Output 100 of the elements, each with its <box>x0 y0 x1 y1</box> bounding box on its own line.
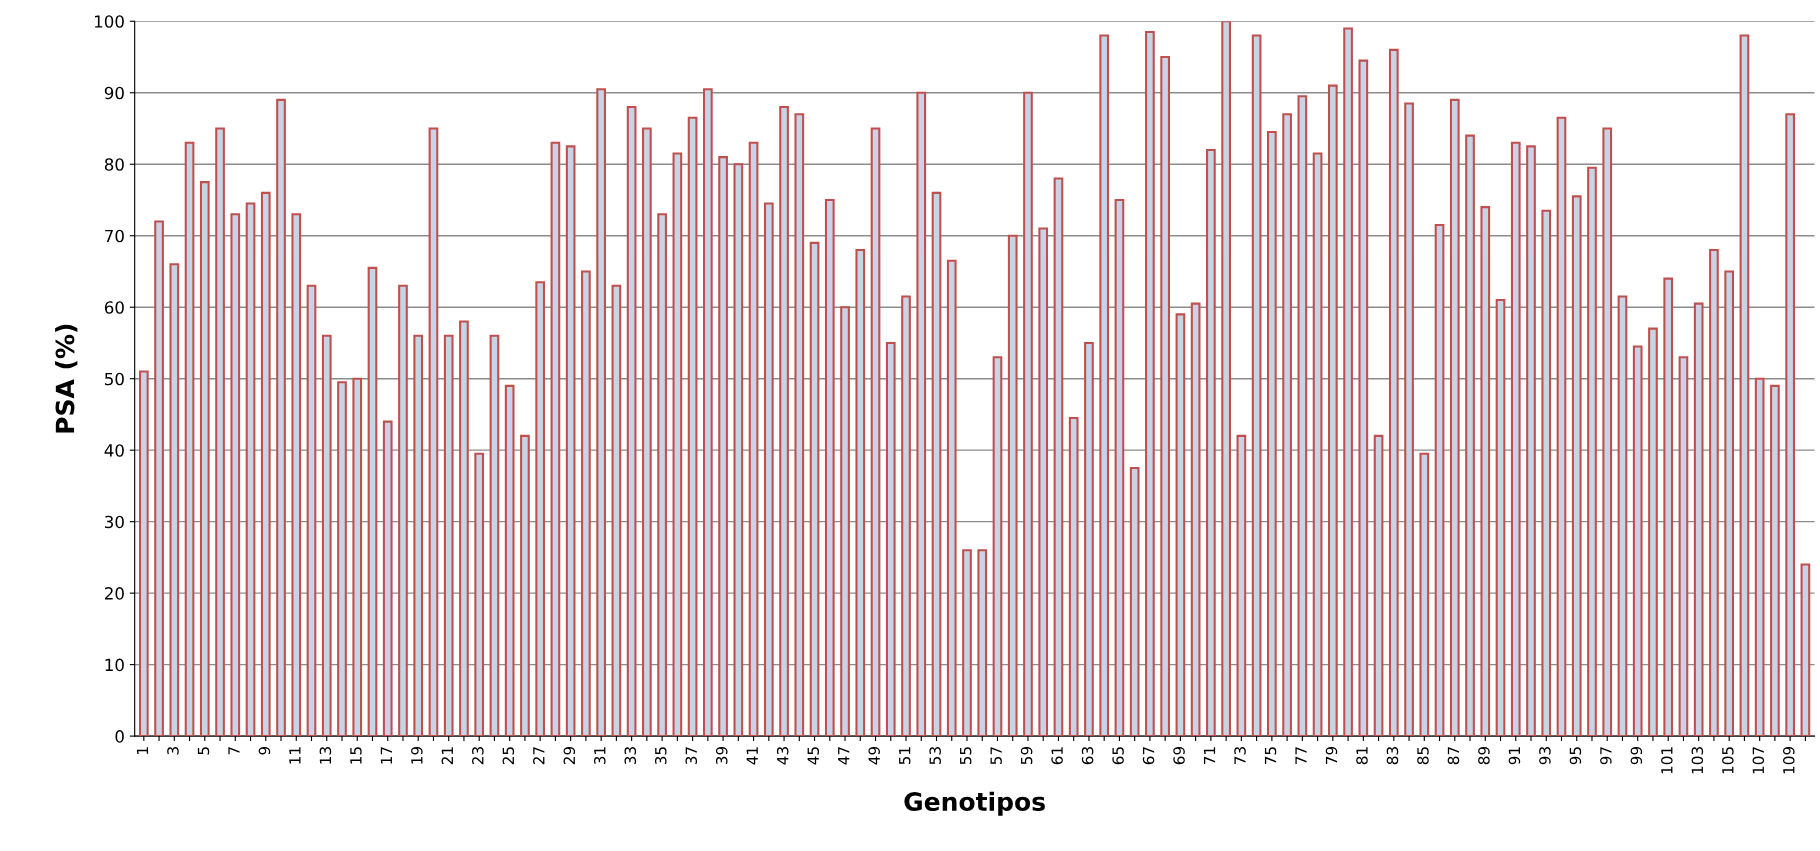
bar <box>687 116 698 737</box>
x-tick-label: 95 <box>1569 747 1582 765</box>
bar <box>1099 34 1110 737</box>
bar <box>596 88 606 737</box>
x-tick-label: 5 <box>197 747 210 755</box>
bar <box>413 334 424 737</box>
bar <box>398 284 408 737</box>
x-tick-label: 63 <box>1081 747 1094 765</box>
bar <box>1709 248 1719 737</box>
y-axis-title: PSA (%) <box>55 324 78 433</box>
x-tick-label: 103 <box>1691 747 1704 774</box>
bar <box>1770 384 1780 737</box>
x-tick-label: 43 <box>776 747 789 765</box>
x-tick-label: 93 <box>1539 747 1551 765</box>
bar <box>855 248 866 737</box>
bar <box>657 213 667 737</box>
bar <box>809 241 820 737</box>
bar <box>1068 416 1079 737</box>
bar <box>459 320 469 737</box>
bar <box>1465 134 1475 737</box>
y-tick-label: 80 <box>104 158 124 171</box>
bar <box>291 213 302 737</box>
bar <box>1480 206 1491 737</box>
bar <box>1785 113 1795 737</box>
y-tick-label: 40 <box>104 444 124 457</box>
bar <box>824 198 835 737</box>
x-tick-label: 41 <box>746 747 758 765</box>
x-tick-label: 27 <box>533 747 545 765</box>
bar <box>1236 434 1247 737</box>
x-tick-label: 107 <box>1752 747 1765 774</box>
y-tick-label: 70 <box>105 229 124 243</box>
x-tick-label: 35 <box>654 747 667 765</box>
bar <box>565 145 576 737</box>
bar <box>474 452 485 737</box>
bar <box>1693 302 1704 737</box>
bar <box>1007 234 1018 737</box>
bar <box>1160 55 1171 737</box>
x-tick-label: 11 <box>289 747 301 764</box>
x-tick-label: 39 <box>715 746 728 765</box>
bar <box>1724 270 1735 737</box>
bar <box>1267 131 1277 737</box>
bar <box>489 334 500 737</box>
x-tick-label: 13 <box>319 747 332 764</box>
bar <box>1038 227 1049 737</box>
bar <box>520 434 530 737</box>
bar <box>352 377 363 737</box>
y-tick-label: 10 <box>105 658 124 672</box>
bar <box>1373 434 1384 737</box>
bar <box>1678 356 1689 737</box>
y-tick-label: 60 <box>104 301 124 314</box>
bar <box>306 284 317 737</box>
bar <box>1571 195 1582 737</box>
bar <box>794 113 805 737</box>
bar <box>1449 98 1460 737</box>
x-tick-label: 89 <box>1478 746 1490 765</box>
bar <box>321 334 332 737</box>
x-tick-label: 73 <box>1234 747 1246 765</box>
bar <box>367 266 378 737</box>
bar <box>138 370 149 737</box>
x-tick-label: 105 <box>1722 747 1734 774</box>
bar <box>154 220 164 737</box>
bar <box>626 106 637 737</box>
bar <box>1343 27 1353 737</box>
bar <box>1800 563 1811 737</box>
bar <box>1145 30 1155 737</box>
bar <box>504 384 515 737</box>
bar <box>1114 198 1125 737</box>
y-tick-label: 50 <box>105 372 124 386</box>
y-tick-label: 100 <box>94 15 124 28</box>
x-tick-label: 101 <box>1661 747 1673 774</box>
y-tick-label: 20 <box>104 587 124 600</box>
x-tick-label: 97 <box>1600 747 1612 765</box>
bar <box>748 141 759 737</box>
x-tick-label: 71 <box>1203 747 1216 765</box>
bar <box>946 259 957 737</box>
bar <box>260 191 271 737</box>
bar <box>1754 377 1765 737</box>
bar <box>1053 177 1064 737</box>
bar <box>763 202 774 737</box>
bar <box>1084 341 1094 737</box>
bar <box>1190 302 1201 737</box>
bar <box>1282 113 1292 737</box>
x-tick-label: 75 <box>1264 747 1277 765</box>
bar <box>1419 452 1430 737</box>
bar <box>1434 223 1445 737</box>
bar <box>1023 91 1033 737</box>
bar <box>1510 141 1521 737</box>
bar <box>885 341 896 737</box>
x-tick-label: 67 <box>1142 747 1155 765</box>
x-tick-label: 81 <box>1356 747 1368 765</box>
bar <box>1648 327 1658 737</box>
x-tick-label: 49 <box>868 746 880 765</box>
bar <box>1388 48 1399 737</box>
x-tick-label: 17 <box>380 747 392 764</box>
y-tick-label: 90 <box>104 86 124 100</box>
bar <box>992 356 1003 737</box>
bar <box>1602 127 1613 737</box>
x-tick-label: 51 <box>899 747 911 765</box>
bar <box>184 141 195 737</box>
x-tick-label: 25 <box>502 747 515 765</box>
